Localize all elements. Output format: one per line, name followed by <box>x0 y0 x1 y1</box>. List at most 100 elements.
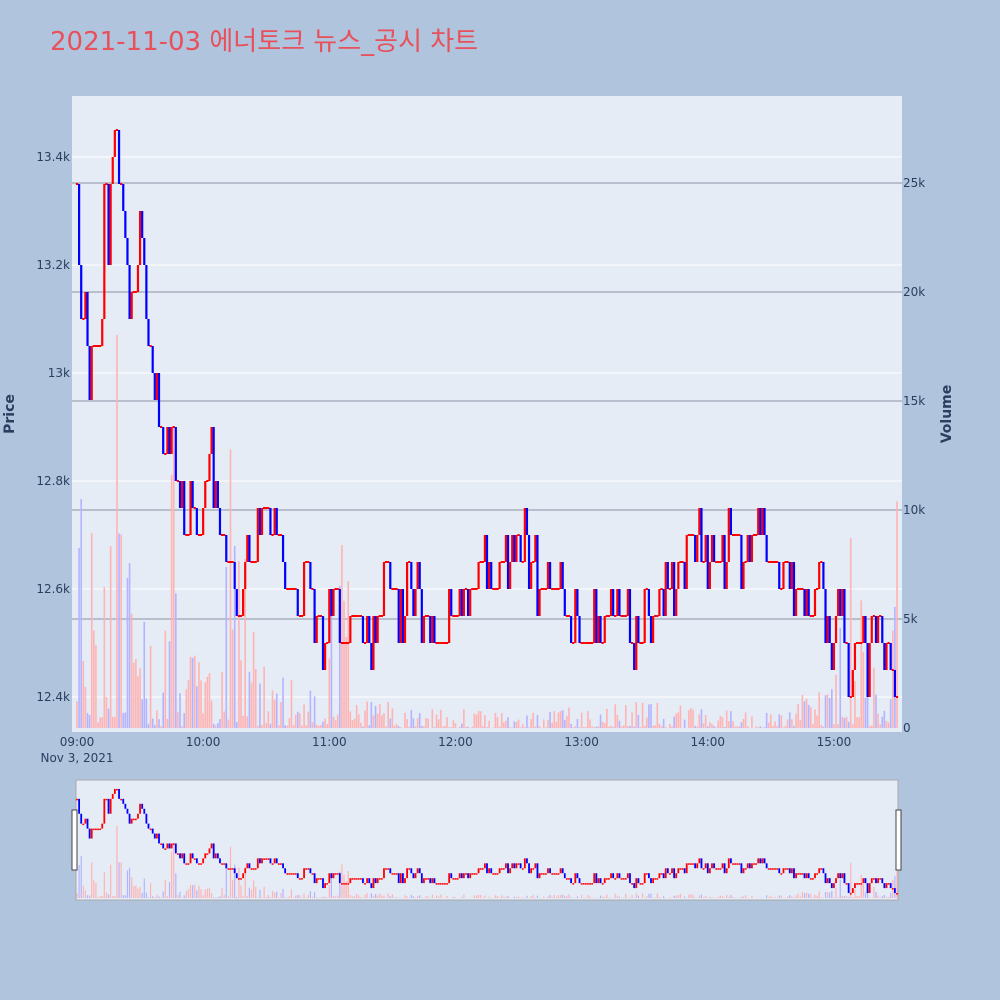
slider-candle <box>776 868 779 870</box>
candle <box>117 130 121 184</box>
volume-bar <box>807 704 810 728</box>
price-tick-label: 12.6k <box>36 582 70 596</box>
volume-bar <box>427 718 429 728</box>
slider-candle <box>246 863 249 869</box>
slider-volume-bar <box>858 896 860 898</box>
time-tick-label: 13:00 <box>564 735 599 749</box>
volume-bar <box>311 722 314 728</box>
slider-candle <box>292 873 295 875</box>
candle <box>376 616 379 643</box>
slider-volume-bar <box>221 887 223 898</box>
volume-bar <box>263 666 265 728</box>
volume-bar <box>572 727 575 728</box>
slider-volume-bar <box>353 896 356 898</box>
range-slider[interactable] <box>75 779 899 901</box>
slider-candle <box>235 873 238 879</box>
volume-bar <box>353 718 356 728</box>
candle <box>776 561 779 563</box>
volume-bar <box>294 714 297 728</box>
volume-bar <box>711 723 713 728</box>
candle <box>324 643 327 670</box>
candle <box>847 643 850 697</box>
volume-bar <box>641 702 644 728</box>
slider-volume-bar <box>238 867 240 898</box>
slider-candle <box>521 868 524 870</box>
candle <box>138 211 142 265</box>
slider-candle <box>797 873 800 875</box>
slider-volume-bar <box>692 894 694 898</box>
slider-candle <box>254 868 257 870</box>
volume-bar <box>822 726 825 728</box>
volume-bar <box>545 727 547 728</box>
slider-candle <box>351 878 354 880</box>
slider-volume-bar <box>114 895 116 898</box>
slider-candle <box>885 883 888 889</box>
slider-candle <box>462 873 465 879</box>
slider-candle <box>322 878 324 889</box>
slider-candle <box>473 873 476 875</box>
volume-bar <box>114 716 116 728</box>
candle <box>654 615 657 617</box>
slider-candle <box>492 873 495 875</box>
slider-candle <box>576 873 579 879</box>
slider-volume-bar <box>204 889 206 898</box>
slider-volume-bar <box>673 895 675 898</box>
candle <box>153 373 156 400</box>
slider-volume-bar <box>147 897 150 898</box>
slider-candle <box>702 868 705 870</box>
candle <box>481 561 484 563</box>
volume-bar <box>307 711 310 728</box>
volume-bar <box>278 725 280 728</box>
slider-volume-bar <box>440 894 442 898</box>
slider-candle <box>555 873 558 875</box>
slider-volume-bar <box>805 892 808 898</box>
candle <box>828 616 831 643</box>
candle <box>246 535 249 562</box>
slider-candle <box>338 873 341 884</box>
range-slider-left-handle[interactable] <box>71 809 78 871</box>
slider-candle <box>309 868 312 874</box>
slider-candle <box>385 868 387 870</box>
volume-bar <box>431 709 434 728</box>
candle <box>328 589 331 643</box>
volume-bar <box>877 713 879 728</box>
slider-volume-bar <box>242 895 244 898</box>
candle <box>370 643 373 670</box>
volume-bar <box>677 712 680 728</box>
slider-volume-bar <box>875 891 877 898</box>
volume-bar <box>137 676 139 728</box>
candle <box>502 561 505 563</box>
candle <box>662 589 665 616</box>
volume-bar <box>547 720 549 728</box>
candle <box>765 535 768 562</box>
volume-bar <box>187 680 190 728</box>
candle <box>187 534 190 536</box>
slider-candle <box>805 873 808 879</box>
volume-bar <box>280 701 282 728</box>
slider-candle <box>500 868 503 870</box>
volume-bar <box>757 727 760 728</box>
slider-candle <box>839 873 842 879</box>
slider-candle <box>437 883 440 885</box>
slider-candle <box>315 878 318 884</box>
slider-candle <box>431 878 434 884</box>
candle <box>656 615 659 617</box>
slider-candle <box>223 863 226 865</box>
volume-bar <box>805 698 808 728</box>
slider-volume-bar <box>454 897 457 898</box>
range-slider-candles <box>76 788 898 895</box>
slider-volume-bar <box>322 896 324 898</box>
slider-candle <box>332 873 335 879</box>
slider-volume-bar <box>320 897 322 898</box>
candle <box>895 696 899 698</box>
volume-bar <box>271 690 274 728</box>
volume-bar <box>828 698 831 728</box>
slider-candle <box>614 878 617 880</box>
slider-volume-bar <box>488 896 490 898</box>
slider-candle <box>746 863 749 869</box>
candle <box>441 642 444 644</box>
range-slider-right-handle[interactable] <box>895 809 902 871</box>
slider-candle <box>519 863 522 869</box>
slider-volume-bar <box>745 895 747 898</box>
slider-candle <box>553 873 556 875</box>
